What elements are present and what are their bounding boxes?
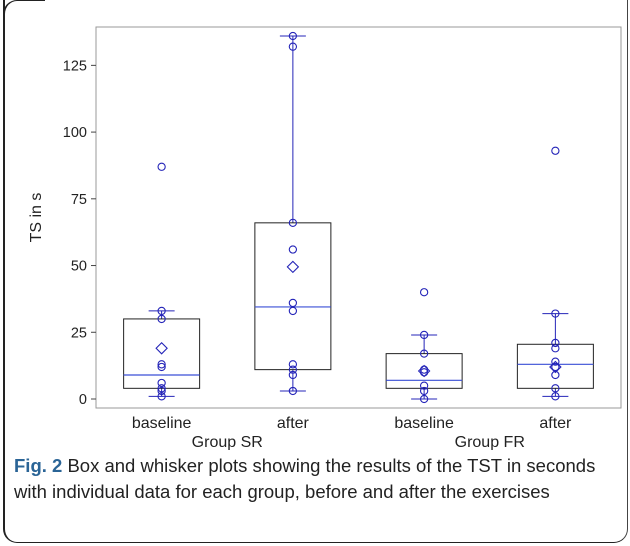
mean-marker — [155, 342, 168, 355]
data-point — [288, 386, 298, 396]
data-point — [288, 360, 298, 369]
data-point — [288, 245, 298, 254]
y-tick-label-50: 50 — [71, 259, 87, 275]
data-point — [551, 357, 560, 366]
box-rect — [385, 353, 463, 389]
mean-marker — [286, 260, 300, 274]
y-tick-label-25: 25 — [71, 325, 87, 341]
data-point — [419, 349, 429, 358]
figure-frame — [3, 0, 628, 543]
x-tick-label-0: baseline — [132, 415, 192, 432]
group-label-1: Group FR — [455, 434, 525, 450]
figure-caption: Fig. 2 Box and whisker plots showing the… — [14, 453, 614, 505]
data-point — [288, 306, 298, 316]
data-point — [157, 392, 166, 401]
chart-labels: 0 25 50 75 100 125 TS in s baseline after baselin… — [28, 58, 572, 450]
y-tick-label-0: 0 — [79, 392, 87, 408]
data-point — [419, 394, 429, 404]
mean-marker — [417, 364, 431, 378]
data-point — [551, 362, 560, 372]
y-tick-label-100: 100 — [63, 125, 87, 141]
data-point — [157, 362, 166, 372]
box-3 — [516, 146, 594, 401]
figure-label: Fig. 2 — [14, 455, 63, 476]
box-rect — [123, 318, 201, 389]
data-point — [157, 386, 166, 396]
data-point — [157, 360, 166, 369]
data-point — [157, 384, 166, 393]
data-point — [419, 288, 429, 297]
y-tick-label-125: 125 — [63, 58, 87, 74]
data-point — [551, 344, 560, 353]
box-plot-chart: 0 25 50 75 100 125 TS in s baseline after baselin… — [28, 26, 622, 450]
x-tick-label-3: after — [539, 415, 572, 432]
box-1 — [254, 31, 332, 396]
data-point — [551, 384, 560, 393]
box-2 — [385, 288, 463, 404]
data-point — [551, 392, 560, 401]
data-point — [288, 298, 298, 308]
data-point — [551, 309, 560, 318]
data-point — [419, 381, 429, 390]
box-rect — [516, 343, 594, 389]
x-tick-label-1: after — [277, 415, 310, 432]
data-point — [551, 338, 560, 348]
data-point — [551, 146, 560, 155]
data-point — [419, 386, 429, 396]
data-point — [157, 306, 166, 316]
group-label-0: Group SR — [192, 434, 263, 450]
data-point — [288, 370, 298, 380]
box-rect — [254, 222, 332, 371]
box-0 — [123, 162, 201, 401]
data-point — [288, 42, 298, 51]
y-axis-label: TS in s — [28, 193, 45, 243]
x-tick-label-2: baseline — [394, 415, 454, 432]
data-point — [419, 330, 429, 340]
data-point — [288, 365, 298, 374]
chart-axes — [91, 26, 622, 409]
data-point — [288, 31, 298, 41]
y-tick-label-75: 75 — [71, 192, 87, 208]
mean-marker — [549, 360, 562, 374]
figure-caption-text: Box and whisker plots showing the result… — [14, 455, 596, 502]
data-point — [551, 370, 560, 380]
data-point — [157, 378, 166, 388]
data-point — [288, 218, 298, 227]
chart-marks — [123, 31, 594, 404]
data-point — [157, 314, 166, 324]
plot-frame — [95, 26, 622, 409]
data-point — [157, 162, 166, 171]
figure-frame-corner — [3, 0, 45, 31]
